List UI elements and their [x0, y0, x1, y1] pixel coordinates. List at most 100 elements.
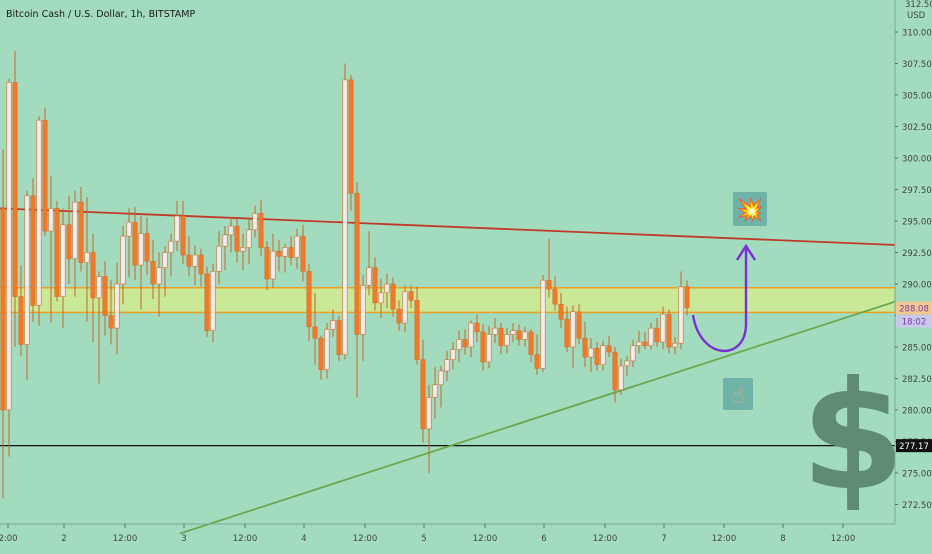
candle[interactable] [36, 116, 42, 326]
candle[interactable] [210, 263, 216, 342]
candle[interactable] [642, 331, 648, 350]
candle[interactable] [462, 329, 468, 355]
candle[interactable] [222, 226, 228, 271]
candle[interactable] [318, 335, 324, 380]
candle[interactable] [468, 320, 474, 358]
candle[interactable] [378, 278, 384, 319]
candle[interactable] [612, 347, 618, 403]
candle[interactable] [234, 218, 240, 263]
candle[interactable] [672, 336, 678, 355]
candle[interactable] [354, 181, 360, 398]
candle[interactable] [108, 280, 114, 345]
candle[interactable] [648, 323, 654, 350]
candle[interactable] [18, 265, 24, 356]
candle[interactable] [582, 321, 588, 368]
candle[interactable] [78, 186, 84, 272]
candle[interactable] [336, 315, 342, 361]
pointing-hand-box[interactable] [723, 378, 753, 410]
candle[interactable] [42, 107, 48, 237]
candle[interactable] [624, 355, 630, 376]
candle[interactable] [168, 233, 174, 277]
candle[interactable] [96, 271, 102, 384]
candle[interactable] [120, 226, 126, 305]
candle[interactable] [132, 207, 138, 281]
candle[interactable] [198, 248, 204, 287]
candle[interactable] [372, 257, 378, 311]
explosion-emoji-box[interactable] [733, 192, 767, 226]
candle[interactable] [324, 323, 330, 379]
candle[interactable] [384, 273, 390, 308]
candle[interactable] [228, 217, 234, 253]
candle[interactable] [438, 365, 444, 408]
candle[interactable] [180, 200, 186, 264]
candle[interactable] [342, 63, 348, 360]
candle[interactable] [24, 190, 30, 380]
candle[interactable] [348, 74, 354, 211]
candle[interactable] [216, 231, 222, 284]
candle[interactable] [264, 241, 270, 291]
candle[interactable] [570, 305, 576, 369]
candle[interactable] [330, 309, 336, 337]
candle[interactable] [432, 367, 438, 419]
candle[interactable] [576, 304, 582, 345]
resistance-trendline[interactable] [0, 207, 896, 246]
candle[interactable] [240, 233, 246, 271]
candle[interactable] [408, 285, 414, 308]
candle[interactable] [636, 330, 642, 354]
candle[interactable] [144, 217, 150, 276]
candle[interactable] [66, 195, 72, 284]
candle[interactable] [402, 285, 408, 332]
candle[interactable] [480, 324, 486, 371]
candle[interactable] [588, 338, 594, 373]
candle[interactable] [84, 197, 90, 322]
candle[interactable] [498, 323, 504, 355]
candle[interactable] [594, 341, 600, 371]
candle[interactable] [678, 271, 684, 350]
candle[interactable] [390, 277, 396, 317]
candle[interactable] [618, 358, 624, 395]
candle[interactable] [654, 318, 660, 347]
candle[interactable] [456, 330, 462, 363]
candle[interactable] [48, 175, 54, 324]
candle[interactable] [174, 200, 180, 252]
candle[interactable] [684, 280, 690, 316]
candle[interactable] [444, 350, 450, 382]
rising-support-trendline[interactable] [179, 300, 896, 535]
candle[interactable] [276, 239, 282, 272]
candle[interactable] [72, 190, 78, 297]
candle[interactable] [288, 236, 294, 266]
candle[interactable] [252, 205, 258, 238]
candle[interactable] [546, 238, 552, 298]
candle[interactable] [30, 178, 36, 322]
candle[interactable] [426, 384, 432, 473]
candle[interactable] [516, 324, 522, 346]
candle[interactable] [270, 233, 276, 288]
candle[interactable] [504, 328, 510, 354]
candle[interactable] [282, 243, 288, 273]
candle[interactable] [6, 78, 12, 457]
candle[interactable] [204, 266, 210, 337]
candle[interactable] [114, 262, 120, 355]
candle[interactable] [558, 292, 564, 329]
candle[interactable] [534, 334, 540, 375]
projection-arrow[interactable] [691, 248, 748, 352]
candle[interactable] [126, 208, 132, 278]
candle[interactable] [246, 219, 252, 264]
candle[interactable] [606, 335, 612, 358]
candle[interactable] [156, 252, 162, 317]
candle[interactable] [138, 215, 144, 310]
candle[interactable] [396, 300, 402, 331]
candle[interactable] [102, 261, 108, 336]
candle[interactable] [360, 275, 366, 361]
candle[interactable] [528, 329, 534, 363]
candle[interactable] [12, 50, 18, 347]
candle[interactable] [540, 275, 546, 373]
candle[interactable] [150, 239, 156, 300]
candle[interactable] [420, 339, 426, 443]
candle[interactable] [630, 339, 636, 368]
candle[interactable] [90, 233, 96, 342]
candle[interactable] [306, 263, 312, 341]
candle[interactable] [522, 326, 528, 347]
candle[interactable] [54, 200, 60, 302]
